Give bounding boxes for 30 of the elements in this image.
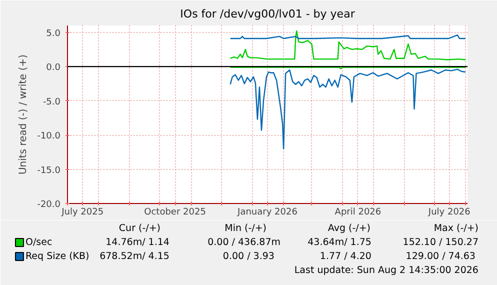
y-tick-label: 5.0 <box>46 28 61 39</box>
line-series <box>230 68 466 150</box>
line-series <box>230 30 466 60</box>
text: Last update: Sun Aug 2 14:35:00 2026 <box>294 265 478 276</box>
text: 0.00 / 436.87m <box>208 237 281 248</box>
x-tick-label: April 2026 <box>334 208 382 218</box>
text: Max (-/+) <box>434 223 479 234</box>
text: Min (-/+) <box>224 223 267 234</box>
y-tick-label: -5.0 <box>42 97 61 108</box>
text: 152.10 / 150.27 <box>402 237 479 248</box>
text: 14.76m/ 1.14 <box>106 237 170 248</box>
x-tick-label: January 2026 <box>236 208 298 218</box>
text: 678.52m/ 4.15 <box>100 251 170 262</box>
legend-label: Req Size (KB) <box>26 251 90 262</box>
x-tick-label: July 2026 <box>427 208 471 218</box>
x-tick-label: October 2025 <box>144 208 206 218</box>
y-axis-title: Units read (-) / write (+) <box>18 54 30 175</box>
text: Avg (-/+) <box>328 223 371 234</box>
chart-title: IOs for /dev/vg00/lv01 - by year <box>180 8 356 20</box>
text: 1.77 / 4.20 <box>320 251 372 262</box>
x-tick-label: July 2025 <box>60 208 104 218</box>
legend-label: O/sec <box>26 237 52 248</box>
y-tick-label: 0.0 <box>46 63 61 74</box>
y-tick-label: -10.0 <box>37 132 61 142</box>
text: 43.64m/ 1.75 <box>308 237 372 248</box>
y-tick-label: -15.0 <box>37 166 61 176</box>
text: 0.00 / 3.93 <box>222 251 274 262</box>
y-tick-label: -20.0 <box>37 200 61 210</box>
text: Cur (-/+) <box>118 223 161 234</box>
text: 129.00 / 74.63 <box>406 251 476 262</box>
